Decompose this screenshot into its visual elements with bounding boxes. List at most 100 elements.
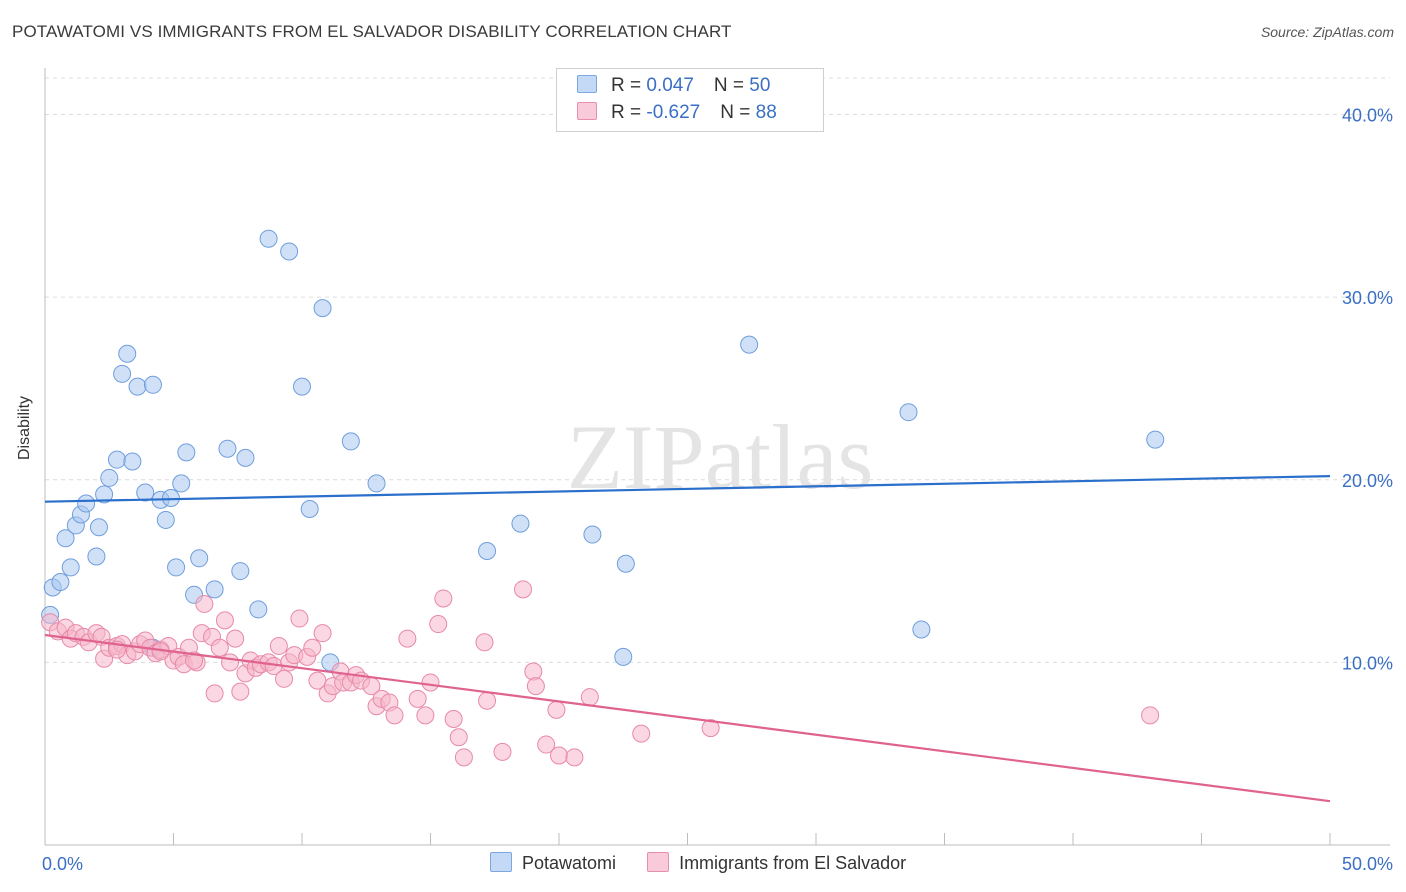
point-potawatomi xyxy=(89,518,108,537)
data-points xyxy=(41,229,1165,767)
point-potawatomi xyxy=(51,573,70,592)
point-potawatomi xyxy=(56,529,75,548)
legend-r-label: R = xyxy=(611,75,647,96)
point-el-salvador xyxy=(408,689,427,708)
series-name: Potawatomi xyxy=(522,853,617,873)
legend-r-value: -0.627 xyxy=(646,102,701,123)
point-el-salvador xyxy=(275,669,294,688)
point-el-salvador xyxy=(313,624,332,643)
point-el-salvador xyxy=(269,636,288,655)
point-potawatomi xyxy=(136,483,155,502)
point-potawatomi xyxy=(218,439,237,458)
point-el-salvador xyxy=(303,638,322,657)
series-legend-el-salvador: Immigrants from El Salvador xyxy=(647,852,906,874)
y-tick-label: 10.0% xyxy=(1342,653,1393,673)
point-potawatomi xyxy=(614,647,633,666)
point-el-salvador xyxy=(524,662,543,681)
point-potawatomi xyxy=(190,549,209,568)
legend-swatch-potawatomi xyxy=(577,75,597,93)
point-potawatomi xyxy=(740,335,759,354)
point-el-salvador xyxy=(632,724,651,743)
point-potawatomi xyxy=(123,452,142,471)
trend-line-el-salvador xyxy=(44,633,1331,803)
trend-line-potawatomi xyxy=(44,475,1331,503)
point-potawatomi xyxy=(341,432,360,451)
point-potawatomi xyxy=(172,474,191,493)
point-potawatomi xyxy=(249,600,268,619)
point-potawatomi xyxy=(156,510,175,529)
point-potawatomi xyxy=(100,468,119,487)
point-el-salvador xyxy=(210,638,229,657)
chart-title: POTAWATOMI VS IMMIGRANTS FROM EL SALVADO… xyxy=(12,22,732,41)
axes xyxy=(44,68,1390,846)
point-el-salvador xyxy=(537,735,556,754)
legend-n-label: N = xyxy=(713,75,750,96)
x-tick-label: 50.0% xyxy=(1342,854,1393,874)
point-potawatomi xyxy=(205,580,224,599)
point-el-salvador xyxy=(434,589,453,608)
point-potawatomi xyxy=(143,375,162,394)
point-el-salvador xyxy=(221,653,240,672)
watermark: ZIPatlas xyxy=(567,406,874,508)
point-el-salvador xyxy=(421,673,440,692)
point-el-salvador xyxy=(215,611,234,630)
series-swatch-el-salvador xyxy=(647,852,670,872)
point-el-salvador xyxy=(701,719,720,738)
point-el-salvador xyxy=(514,580,533,599)
legend-n-value: 88 xyxy=(755,102,777,123)
correlation-legend: R = 0.047 N = 50 R = -0.627 N = 88 xyxy=(556,68,824,132)
y-tick-label: 40.0% xyxy=(1342,106,1393,126)
point-el-salvador xyxy=(231,682,250,701)
trend-lines xyxy=(44,475,1331,803)
point-el-salvador xyxy=(475,633,494,652)
point-potawatomi xyxy=(177,443,196,462)
point-potawatomi xyxy=(107,450,126,469)
point-potawatomi xyxy=(367,474,386,493)
point-potawatomi xyxy=(61,558,80,577)
point-potawatomi xyxy=(231,562,250,581)
point-el-salvador xyxy=(449,728,468,747)
legend-swatch-el-salvador xyxy=(577,102,597,120)
point-potawatomi xyxy=(899,403,918,422)
point-potawatomi xyxy=(236,448,255,467)
point-el-salvador xyxy=(385,706,404,725)
point-el-salvador xyxy=(493,742,512,761)
legend-row-potawatomi: R = 0.047 N = 50 xyxy=(577,75,770,97)
point-el-salvador xyxy=(565,748,584,767)
point-potawatomi xyxy=(77,494,96,513)
tick-labels: 10.0% 20.0% 30.0% 40.0% 0.0% 50.0% xyxy=(42,106,1393,874)
point-el-salvador xyxy=(478,691,497,710)
point-el-salvador xyxy=(444,709,463,728)
point-potawatomi xyxy=(616,554,635,573)
point-el-salvador xyxy=(290,609,309,628)
point-el-salvador xyxy=(580,688,599,707)
point-el-salvador xyxy=(1141,706,1160,725)
legend-r-label: R = xyxy=(611,102,647,123)
point-potawatomi xyxy=(478,541,497,560)
point-potawatomi xyxy=(87,547,106,566)
point-el-salvador xyxy=(526,677,545,696)
x-tick-label: 0.0% xyxy=(42,854,83,874)
point-potawatomi xyxy=(259,229,278,248)
point-el-salvador xyxy=(205,684,224,703)
point-potawatomi xyxy=(95,485,114,504)
point-potawatomi xyxy=(113,364,132,383)
point-potawatomi xyxy=(167,558,186,577)
legend-n-label: N = xyxy=(720,102,756,123)
point-potawatomi xyxy=(118,344,137,363)
legend-r-value: 0.047 xyxy=(646,75,694,96)
point-potawatomi xyxy=(128,377,147,396)
y-tick-label: 30.0% xyxy=(1342,288,1393,308)
y-tick-label: 20.0% xyxy=(1342,471,1393,491)
point-potawatomi xyxy=(511,514,530,533)
point-el-salvador xyxy=(454,748,473,767)
point-potawatomi xyxy=(313,299,332,318)
legend-n-value: 50 xyxy=(749,75,771,96)
series-legend: Potawatomi Immigrants from El Salvador xyxy=(490,852,932,874)
point-el-salvador xyxy=(185,651,204,670)
point-el-salvador xyxy=(550,746,568,765)
point-el-salvador xyxy=(226,629,245,648)
point-potawatomi xyxy=(300,499,319,518)
series-legend-potawatomi: Potawatomi xyxy=(490,852,616,874)
